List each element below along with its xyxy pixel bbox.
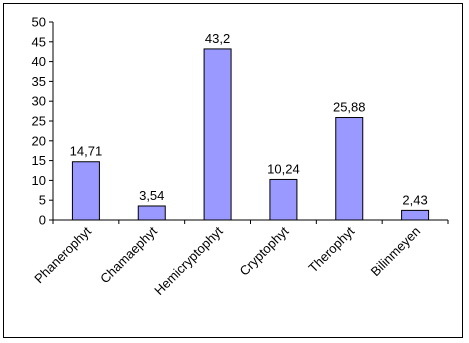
bars [71, 48, 430, 221]
data-label: 2,43 [402, 192, 427, 207]
y-tick-label: 40 [32, 54, 46, 69]
data-label: 43,2 [205, 31, 230, 46]
category-label: Cryptophyt [236, 223, 291, 278]
bar [335, 117, 364, 221]
y-tick-label: 10 [32, 173, 46, 188]
data-label: 3,54 [139, 188, 164, 203]
y-axis: 0 5 10 15 20 25 30 35 40 45 50 [32, 15, 54, 228]
bar [71, 161, 100, 221]
y-tick-label: 15 [32, 153, 46, 168]
category-label: Bilinmeyen [368, 224, 424, 280]
y-tick-label: 20 [32, 133, 46, 148]
y-tick-label: 5 [39, 193, 46, 208]
y-tick-label: 35 [32, 74, 46, 89]
data-label: 25,88 [333, 100, 366, 115]
y-tick-label: 30 [32, 94, 46, 109]
data-label: 10,24 [267, 161, 300, 176]
category-label: Hemicryptophyt [151, 223, 226, 298]
bar [137, 205, 166, 221]
y-tick-label: 25 [32, 114, 46, 129]
data-labels: 14,71 3,54 43,2 10,24 25,88 2,43 [70, 31, 428, 207]
y-tick-label: 0 [39, 213, 46, 228]
category-label: Phanerophyt [31, 223, 94, 286]
bar [269, 178, 298, 221]
bar [203, 48, 232, 221]
bar [401, 209, 430, 221]
data-label: 14,71 [70, 144, 103, 159]
y-tick-label: 50 [32, 15, 46, 30]
category-label: Therophyt [305, 223, 357, 275]
y-tick-label: 45 [32, 34, 46, 49]
category-label: Chamaephyt [97, 223, 160, 286]
